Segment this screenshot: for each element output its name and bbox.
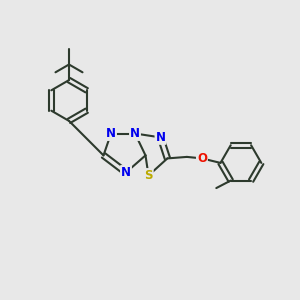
Text: N: N xyxy=(121,166,131,179)
Text: O: O xyxy=(197,152,207,165)
Text: S: S xyxy=(144,169,153,182)
Text: N: N xyxy=(106,127,116,140)
Text: N: N xyxy=(155,131,166,144)
Text: N: N xyxy=(130,127,140,140)
